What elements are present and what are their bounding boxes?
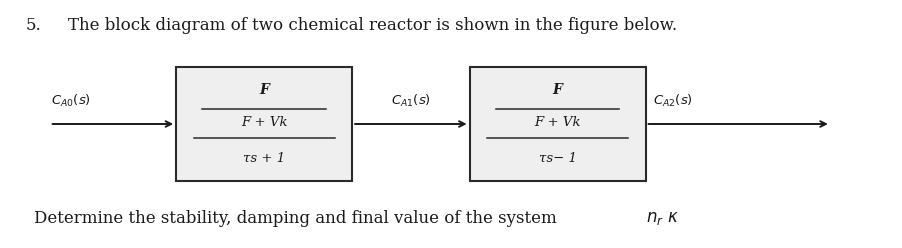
Text: $n_{r}$ $\kappa$: $n_{r}$ $\kappa$ (645, 210, 677, 227)
Bar (176, 67, 352, 181)
Text: 5.: 5. (25, 17, 41, 34)
Bar (469, 67, 645, 181)
Text: F: F (552, 83, 562, 97)
Text: F: F (259, 83, 269, 97)
Text: Determine the stability, damping and final value of the system: Determine the stability, damping and fin… (34, 210, 557, 227)
Text: $C_{A2}(s)$: $C_{A2}(s)$ (652, 93, 692, 109)
Text: The block diagram of two chemical reactor is shown in the figure below.: The block diagram of two chemical reacto… (68, 17, 676, 34)
Text: $C_{A0}(s)$: $C_{A0}(s)$ (51, 93, 91, 109)
Text: $C_{A1}(s)$: $C_{A1}(s)$ (391, 93, 430, 109)
Text: τs + 1: τs + 1 (243, 152, 285, 165)
Text: F + Vk: F + Vk (534, 116, 580, 129)
Text: F + Vk: F + Vk (241, 116, 287, 129)
Text: τs− 1: τs− 1 (538, 152, 575, 165)
